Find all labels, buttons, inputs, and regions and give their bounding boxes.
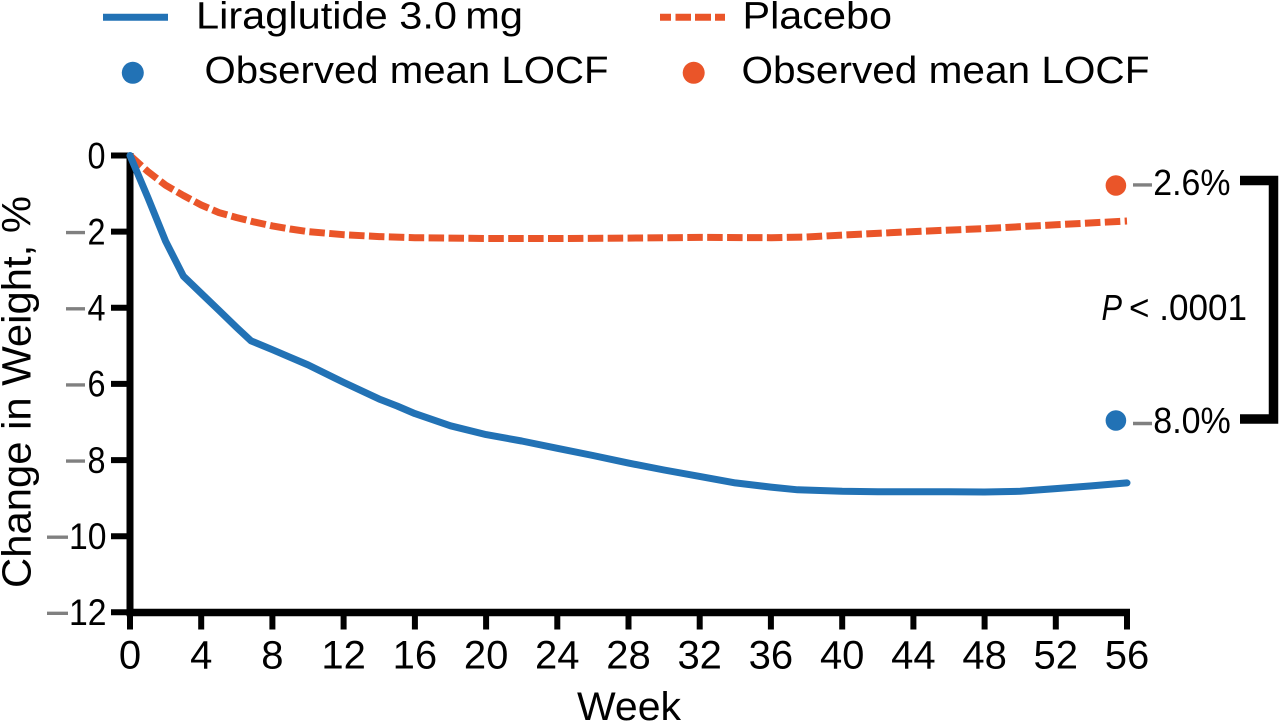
svg-text:8.0%: 8.0% (1153, 400, 1231, 441)
svg-text:28: 28 (606, 634, 651, 678)
svg-text:44: 44 (891, 634, 936, 678)
svg-text:< .0001: < .0001 (1129, 287, 1247, 328)
svg-text:36: 36 (749, 634, 794, 678)
svg-text:32: 32 (677, 634, 722, 678)
svg-text:2.6%: 2.6% (1153, 162, 1230, 203)
svg-text:10: 10 (69, 515, 107, 557)
svg-text:0: 0 (88, 134, 106, 176)
svg-text:Liraglutide 3.0 mg: Liraglutide 3.0 mg (196, 0, 523, 38)
svg-text:52: 52 (1034, 634, 1079, 678)
svg-text:12: 12 (321, 634, 366, 678)
svg-text:24: 24 (535, 634, 580, 678)
svg-text:2: 2 (88, 210, 106, 252)
svg-text:Observed mean LOCF: Observed mean LOCF (742, 50, 1150, 92)
svg-text:8: 8 (261, 634, 283, 678)
svg-text:Placebo: Placebo (743, 0, 893, 38)
svg-text:8: 8 (88, 439, 106, 481)
svg-text:4: 4 (190, 634, 212, 678)
svg-text:Week: Week (577, 685, 682, 722)
svg-text:4: 4 (88, 287, 106, 329)
svg-text:40: 40 (820, 634, 865, 678)
svg-text:Change in Weight, %: Change in Weight, % (0, 196, 40, 588)
svg-text:6: 6 (88, 363, 106, 405)
svg-text:12: 12 (69, 591, 107, 633)
svg-text:0: 0 (119, 634, 141, 678)
svg-text:56: 56 (1105, 634, 1150, 678)
svg-text:48: 48 (962, 634, 1007, 678)
svg-text:16: 16 (393, 634, 438, 678)
svg-text:20: 20 (464, 634, 509, 678)
svg-text:Observed mean LOCF: Observed mean LOCF (205, 50, 609, 92)
svg-text:P: P (1102, 287, 1123, 328)
